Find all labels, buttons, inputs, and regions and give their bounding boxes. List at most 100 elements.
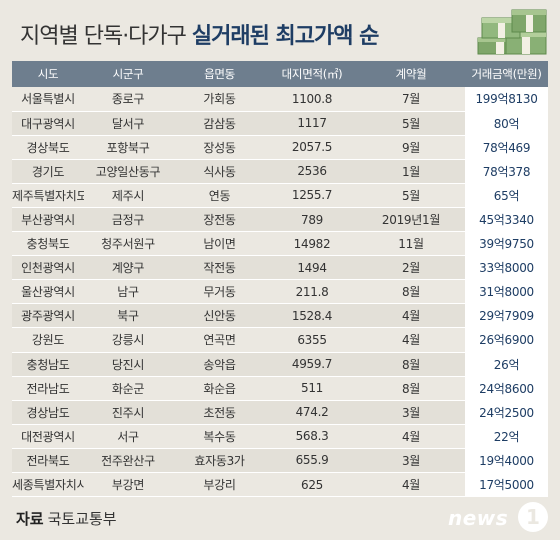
table-row: 경상북도 포항북구 장성동 2057.5 9월 78억469 bbox=[12, 135, 548, 160]
cell-town: 무거동 bbox=[172, 279, 267, 305]
cell-contract-month: 8월 bbox=[357, 352, 465, 377]
cell-province: 서울특별시 bbox=[12, 87, 84, 112]
cell-contract-month: 7월 bbox=[357, 87, 465, 112]
cell-land-area: 4959.7 bbox=[267, 352, 357, 377]
price-table: 시도 시군구 읍면동 대지면적(㎡) 계약월 거래금액(만원) 서울특별시 종로구 가회동 11… bbox=[12, 61, 548, 498]
cell-town: 화순읍 bbox=[172, 376, 267, 401]
page-title: 지역별 단독·다가구 실거래된 최고가액 순 bbox=[20, 18, 379, 50]
cell-province: 부산광역시 bbox=[12, 207, 84, 233]
cell-town: 가회동 bbox=[172, 87, 267, 112]
cell-amount: 65억 bbox=[465, 183, 548, 208]
cell-district: 진주시 bbox=[84, 400, 172, 425]
cell-amount: 199억8130 bbox=[465, 87, 548, 112]
cell-district: 종로구 bbox=[84, 87, 172, 112]
cell-contract-month: 8월 bbox=[357, 279, 465, 305]
cell-land-area: 655.9 bbox=[267, 448, 357, 474]
cell-district: 북구 bbox=[84, 303, 172, 329]
cell-district: 강릉시 bbox=[84, 327, 172, 353]
cell-district: 제주시 bbox=[84, 183, 172, 208]
column-header: 거래금액(만원) bbox=[465, 61, 548, 87]
table-row: 전라남도 화순군 화순읍 511 8월 24억8600 bbox=[12, 376, 548, 401]
cell-province: 충청북도 bbox=[12, 231, 84, 257]
cell-amount: 78억378 bbox=[465, 159, 548, 184]
cell-town: 장전동 bbox=[172, 207, 267, 233]
cell-land-area: 1494 bbox=[267, 255, 357, 281]
title-bold: 실거래된 최고가액 순 bbox=[191, 24, 379, 49]
cell-town: 남이면 bbox=[172, 231, 267, 257]
source-note: 자료 국토교통부 bbox=[16, 508, 117, 529]
column-header: 계약월 bbox=[357, 61, 465, 87]
cell-land-area: 6355 bbox=[267, 327, 357, 353]
table-header-row: 시도 시군구 읍면동 대지면적(㎡) 계약월 거래금액(만원) bbox=[12, 61, 548, 87]
cell-province: 울산광역시 bbox=[12, 279, 84, 305]
logo-mark: 1 bbox=[518, 502, 548, 532]
cell-province: 전라남도 bbox=[12, 376, 84, 401]
cell-province: 경기도 bbox=[12, 159, 84, 184]
cell-town: 연동 bbox=[172, 183, 267, 208]
column-header: 대지면적(㎡) bbox=[267, 61, 357, 87]
table-row: 서울특별시 종로구 가회동 1100.8 7월 199억8130 bbox=[12, 87, 548, 112]
cell-land-area: 1528.4 bbox=[267, 303, 357, 329]
cell-land-area: 1255.7 bbox=[267, 183, 357, 208]
cell-contract-month: 2월 bbox=[357, 255, 465, 281]
cell-province: 전라북도 bbox=[12, 448, 84, 474]
cell-province: 세종특별자치시 bbox=[12, 472, 84, 498]
cell-contract-month: 5월 bbox=[357, 183, 465, 208]
cell-amount: 26억 bbox=[465, 352, 548, 377]
cell-province: 충청남도 bbox=[12, 352, 84, 377]
cell-amount: 17억5000 bbox=[465, 472, 548, 498]
table-row: 경기도 고양일산동구 식사동 2536 1월 78억378 bbox=[12, 159, 548, 184]
cell-town: 연곡면 bbox=[172, 327, 267, 353]
cell-amount: 19억4000 bbox=[465, 448, 548, 474]
cell-land-area: 511 bbox=[267, 376, 357, 401]
table-row: 부산광역시 금정구 장전동 789 2019년1월 45억3340 bbox=[12, 207, 548, 233]
cell-province: 제주특별자치도 bbox=[12, 183, 84, 208]
cell-province: 대구광역시 bbox=[12, 111, 84, 136]
source-label: 자료 bbox=[16, 510, 44, 528]
cell-province: 경상북도 bbox=[12, 135, 84, 160]
cell-contract-month: 11월 bbox=[357, 231, 465, 257]
cell-contract-month: 5월 bbox=[357, 111, 465, 136]
cell-land-area: 2057.5 bbox=[267, 135, 357, 160]
column-header: 시군구 bbox=[84, 61, 172, 87]
table-row: 광주광역시 북구 신안동 1528.4 4월 29억7909 bbox=[12, 303, 548, 329]
cell-district: 화순군 bbox=[84, 376, 172, 401]
news1-logo: news 1 bbox=[448, 502, 548, 534]
table-row: 대전광역시 서구 복수동 568.3 4월 22억 bbox=[12, 424, 548, 449]
table-row: 대구광역시 달서구 감삼동 1117 5월 80억 bbox=[12, 111, 548, 136]
cell-land-area: 625 bbox=[267, 472, 357, 498]
cell-contract-month: 4월 bbox=[357, 472, 465, 498]
cell-province: 광주광역시 bbox=[12, 303, 84, 329]
cell-contract-month: 1월 bbox=[357, 159, 465, 184]
cell-land-area: 789 bbox=[267, 207, 357, 233]
logo-word: news bbox=[448, 506, 509, 530]
cell-land-area: 1117 bbox=[267, 111, 357, 136]
cell-province: 경상남도 bbox=[12, 400, 84, 425]
cell-land-area: 2536 bbox=[267, 159, 357, 184]
cell-land-area: 211.8 bbox=[267, 279, 357, 305]
cell-amount: 80억 bbox=[465, 111, 548, 136]
cell-province: 대전광역시 bbox=[12, 424, 84, 449]
cell-amount: 22억 bbox=[465, 424, 548, 449]
table-row: 전라북도 전주완산구 효자동3가 655.9 3월 19억4000 bbox=[12, 448, 548, 474]
cell-town: 초전동 bbox=[172, 400, 267, 425]
cell-land-area: 474.2 bbox=[267, 400, 357, 425]
table-row: 제주특별자치도 제주시 연동 1255.7 5월 65억 bbox=[12, 183, 548, 208]
cell-amount: 45억3340 bbox=[465, 207, 548, 233]
cell-contract-month: 4월 bbox=[357, 327, 465, 353]
column-header: 읍면동 bbox=[172, 61, 267, 87]
cell-district: 달서구 bbox=[84, 111, 172, 136]
column-header: 시도 bbox=[12, 61, 84, 87]
money-stack-icon bbox=[477, 9, 547, 55]
table-row: 세종특별자치시 부강면 부강리 625 4월 17억5000 bbox=[12, 472, 548, 498]
cell-district: 금정구 bbox=[84, 207, 172, 233]
cell-province: 인천광역시 bbox=[12, 255, 84, 281]
cell-district: 고양일산동구 bbox=[84, 159, 172, 184]
cell-amount: 26억6900 bbox=[465, 327, 548, 353]
table-row: 충청남도 당진시 송악읍 4959.7 8월 26억 bbox=[12, 352, 548, 377]
table-row: 울산광역시 남구 무거동 211.8 8월 31억8000 bbox=[12, 279, 548, 305]
table-row: 인천광역시 계양구 작전동 1494 2월 33억8000 bbox=[12, 255, 548, 281]
cell-amount: 39억9750 bbox=[465, 231, 548, 257]
source-name: 국토교통부 bbox=[47, 510, 117, 528]
table-row: 경상남도 진주시 초전동 474.2 3월 24억2500 bbox=[12, 400, 548, 425]
